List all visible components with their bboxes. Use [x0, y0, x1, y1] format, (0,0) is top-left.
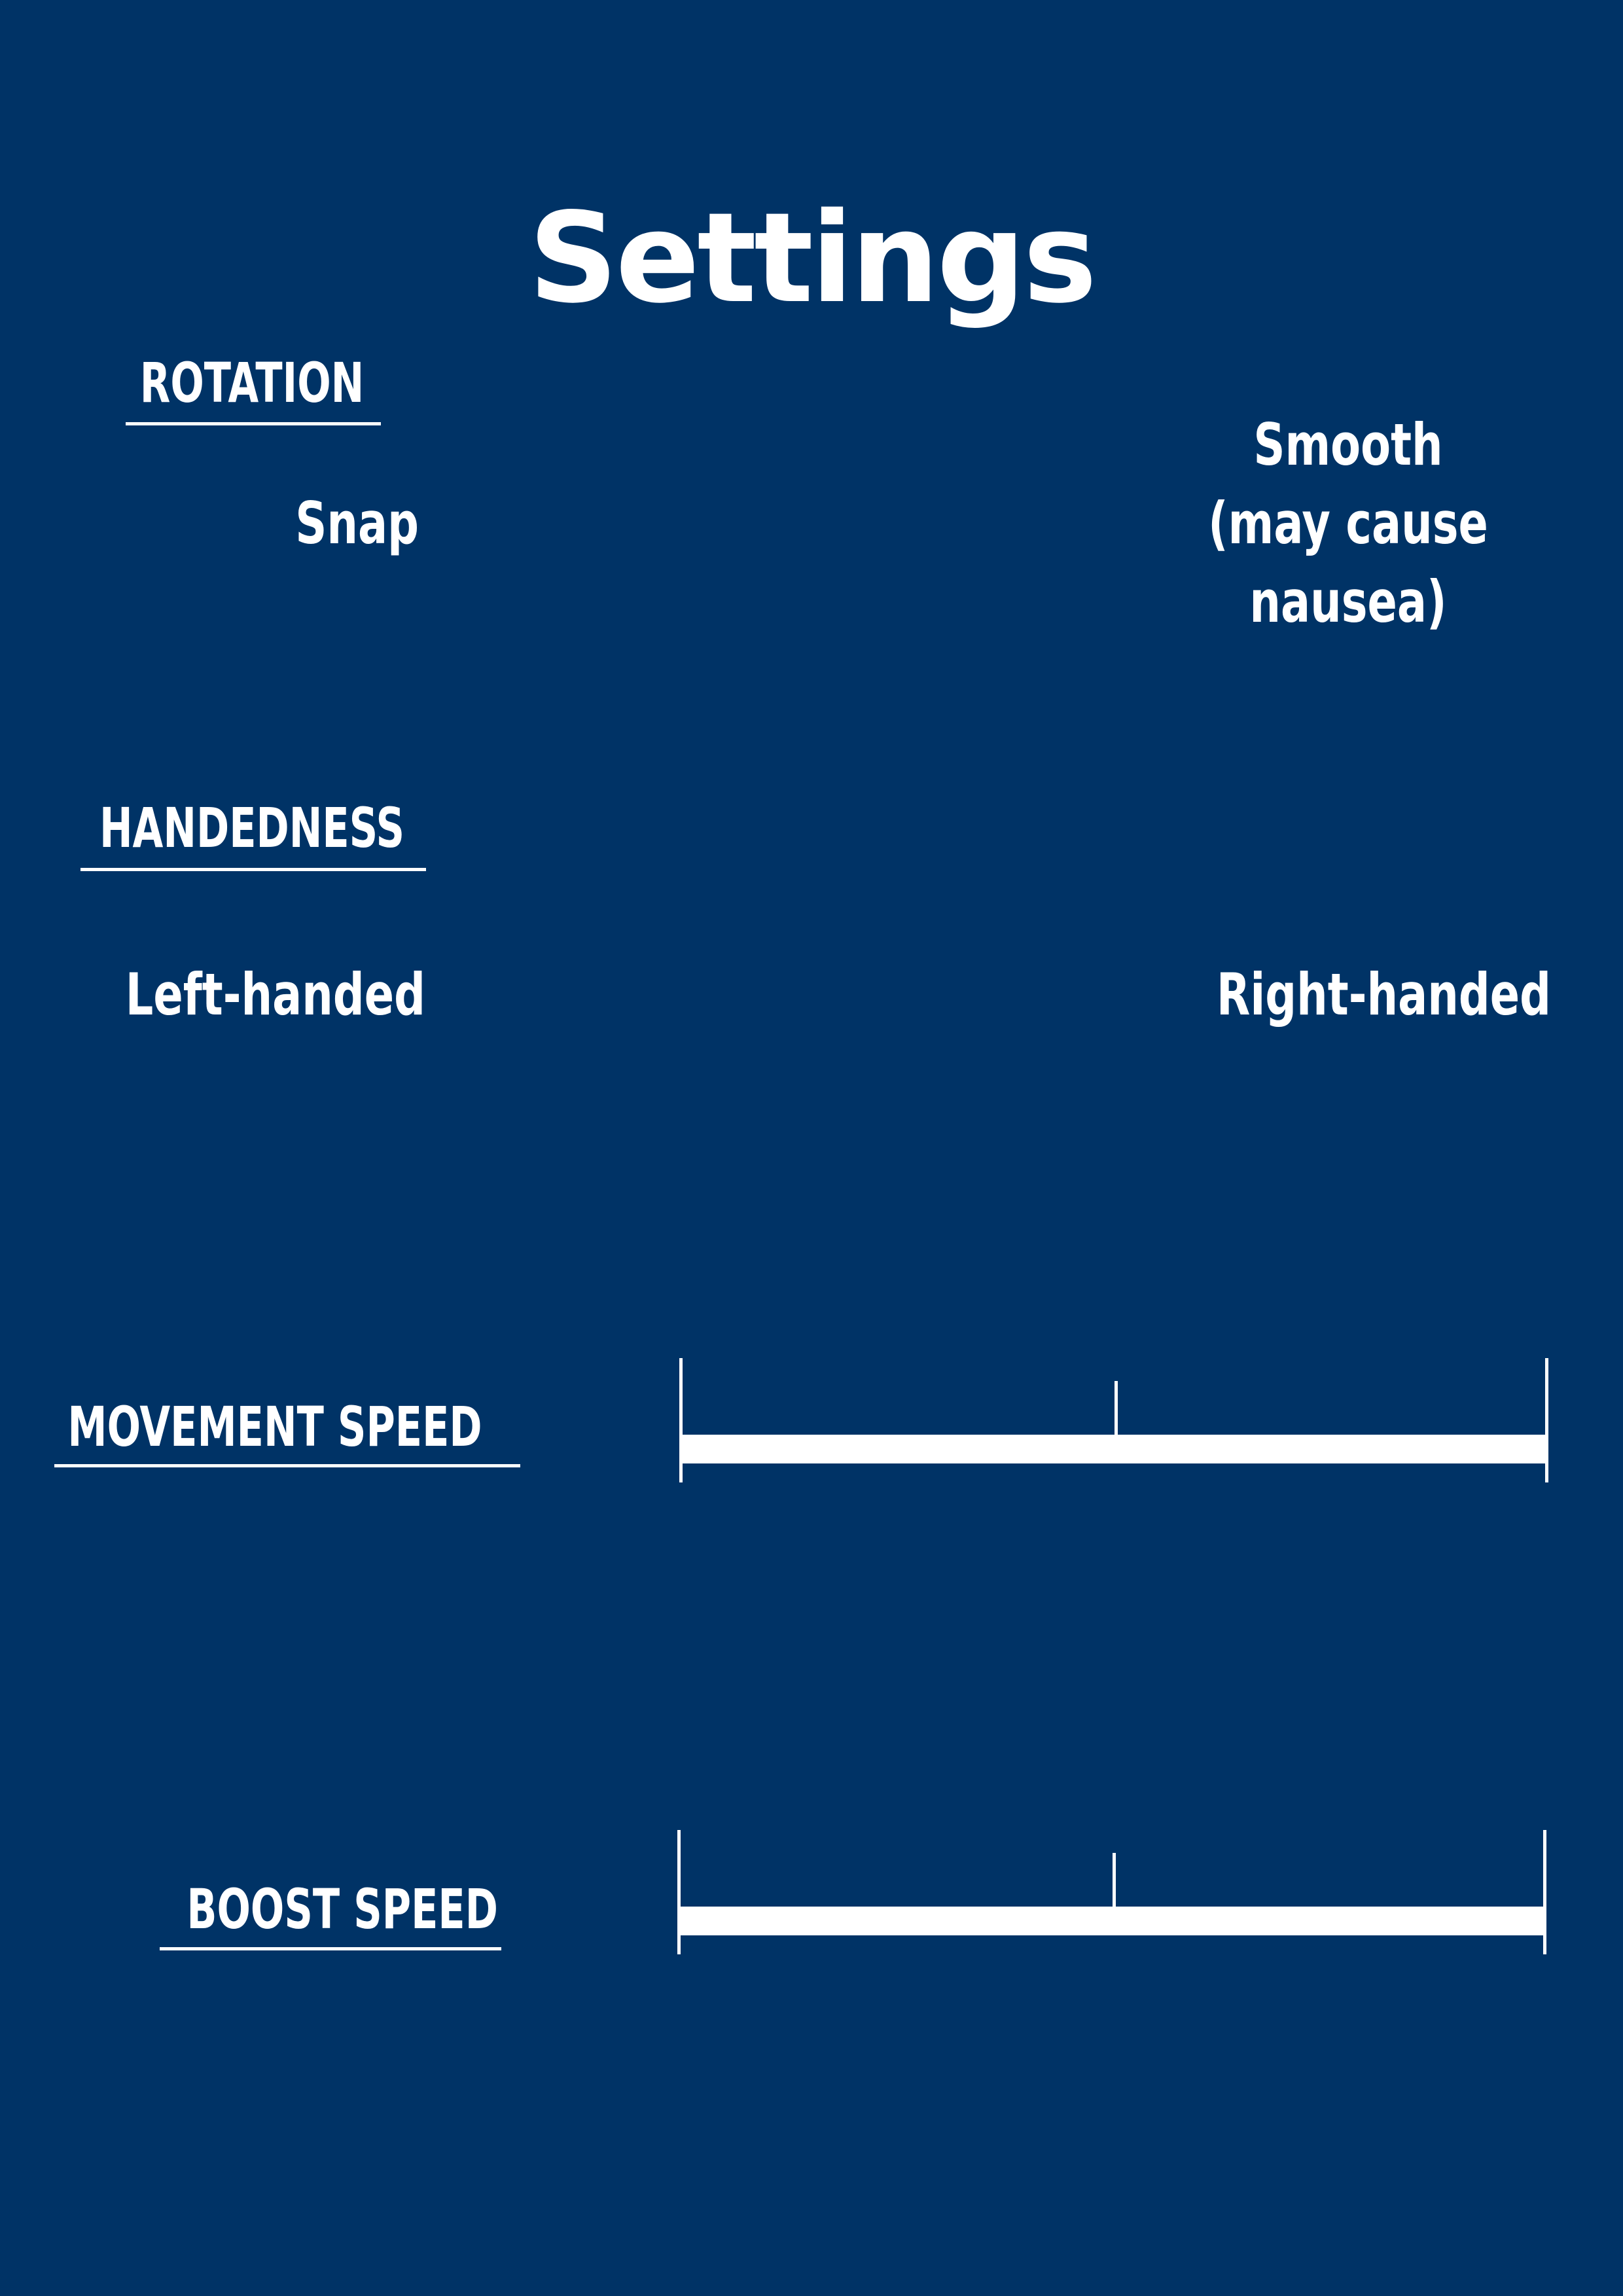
movement-speed-tick-min	[679, 1358, 683, 1482]
rotation-option-smooth-line-2: (may cause	[1208, 490, 1488, 557]
handedness-option-right[interactable]: Right-handed	[1216, 961, 1551, 1028]
rotation-option-smooth-line-3: nausea)	[1249, 568, 1447, 636]
boost-speed-label: BOOST SPEED	[187, 1877, 498, 1941]
boost-speed-tick-max	[1543, 1830, 1546, 1954]
movement-speed-label-underline	[54, 1464, 520, 1467]
movement-speed-label: MOVEMENT SPEED	[67, 1395, 482, 1459]
rotation-label: ROTATION	[139, 351, 365, 415]
rotation-option-snap[interactable]: Snap	[295, 490, 419, 557]
rotation-option-smooth[interactable]: Smooth (may cause nausea)	[1159, 406, 1537, 641]
movement-speed-slider[interactable]	[679, 1358, 1550, 1482]
handedness-option-left[interactable]: Left-handed	[125, 961, 425, 1028]
boost-speed-slider[interactable]	[677, 1830, 1548, 1954]
movement-speed-tick-mid	[1115, 1381, 1118, 1453]
rotation-option-smooth-line-1: Smooth	[1253, 411, 1443, 478]
boost-speed-tick-mid	[1113, 1853, 1116, 1925]
handedness-label: HANDEDNESS	[99, 796, 405, 860]
movement-speed-tick-max	[1545, 1358, 1548, 1482]
boost-speed-tick-min	[677, 1830, 681, 1954]
boost-speed-label-underline	[160, 1947, 501, 1950]
page-title: Settings	[528, 186, 1097, 331]
handedness-label-underline	[80, 868, 426, 871]
rotation-label-underline	[126, 422, 381, 425]
